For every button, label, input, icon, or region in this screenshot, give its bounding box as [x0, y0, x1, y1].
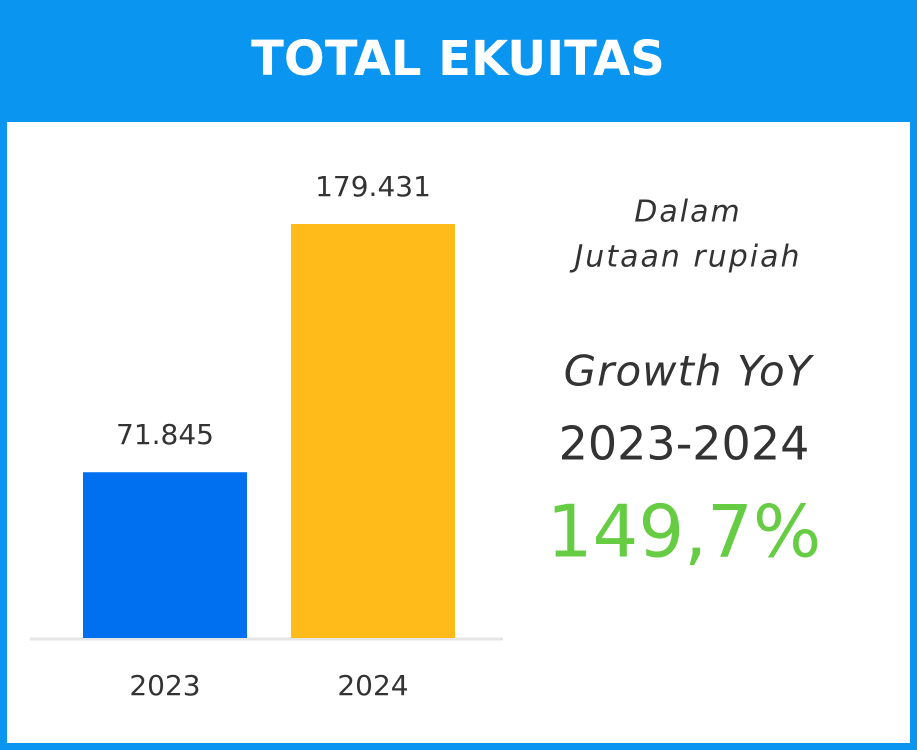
unit-note: Jutaan rupiah [569, 240, 801, 275]
bar [291, 224, 455, 638]
value-label: 179.431 [315, 170, 431, 203]
value-label: 71.845 [116, 418, 214, 451]
x-tick-label: 2024 [337, 669, 408, 702]
x-tick-label: 2023 [129, 669, 200, 702]
chart-title: TOTAL EKUITAS [251, 31, 665, 87]
unit-note: Dalam [634, 195, 741, 230]
growth-value: 149,7% [547, 490, 822, 574]
growth-period: 2023-2024 [559, 417, 810, 471]
bar [83, 472, 247, 638]
growth-label: Growth YoY [564, 347, 815, 396]
